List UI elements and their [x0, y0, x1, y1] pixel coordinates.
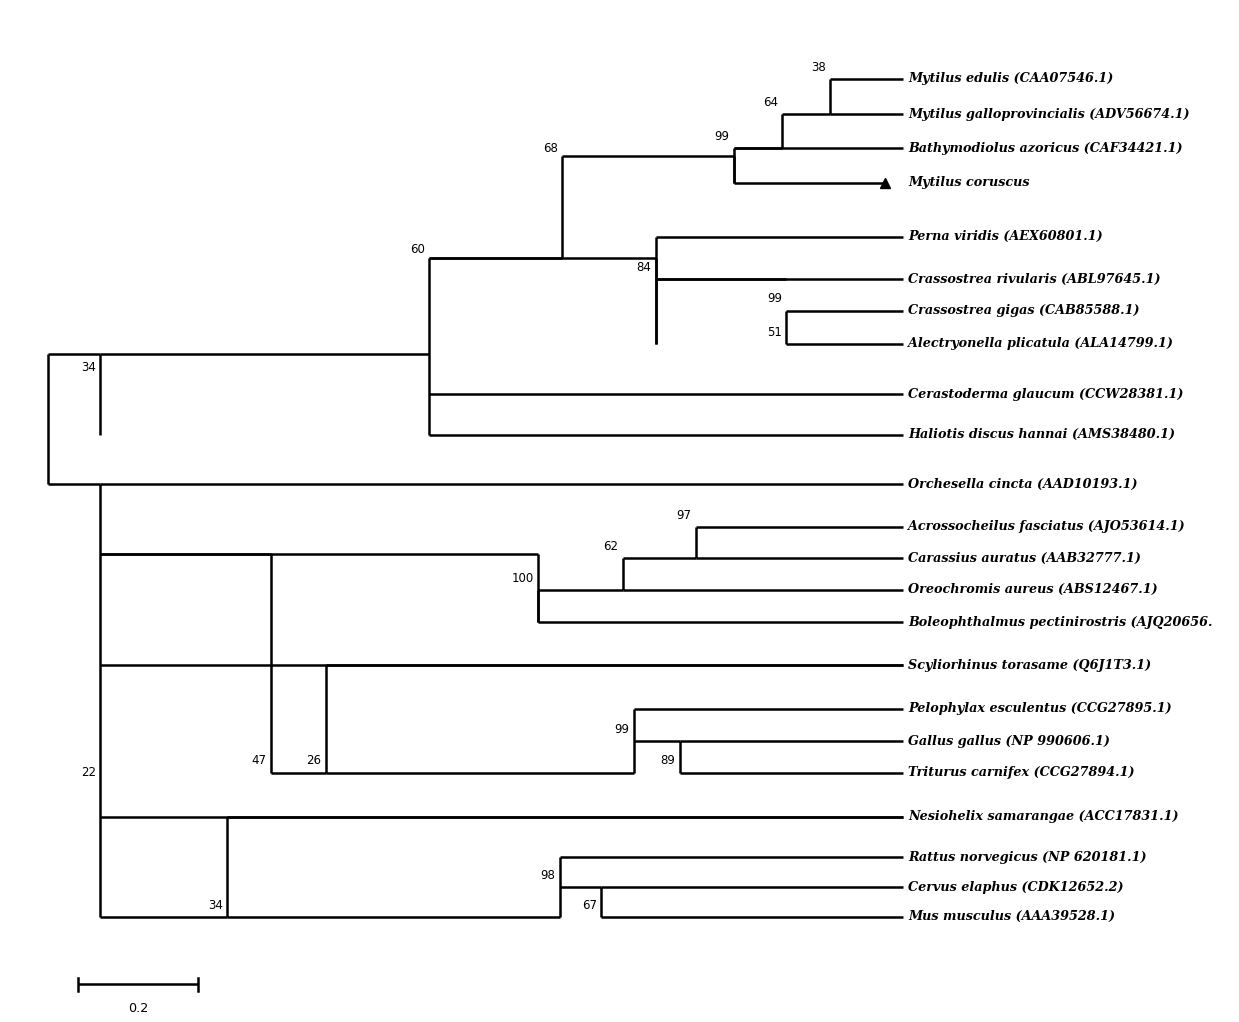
Text: 84: 84: [637, 261, 652, 274]
Text: Triturus carnifex (CCG27894.1): Triturus carnifex (CCG27894.1): [908, 766, 1135, 779]
Text: 62: 62: [603, 540, 618, 553]
Text: 34: 34: [208, 898, 223, 912]
Text: Haliotis discus hannai (AMS38480.1): Haliotis discus hannai (AMS38480.1): [908, 428, 1176, 442]
Text: Oreochromis aureus (ABS12467.1): Oreochromis aureus (ABS12467.1): [908, 584, 1158, 596]
Text: 34: 34: [81, 361, 95, 374]
Text: Mus musculus (AAA39528.1): Mus musculus (AAA39528.1): [908, 911, 1115, 923]
Text: Bathymodiolus azoricus (CAF34421.1): Bathymodiolus azoricus (CAF34421.1): [908, 142, 1183, 154]
Text: Alectryonella plicatula (ALA14799.1): Alectryonella plicatula (ALA14799.1): [908, 337, 1173, 351]
Text: Cerastoderma glaucum (CCW28381.1): Cerastoderma glaucum (CCW28381.1): [908, 387, 1183, 401]
Text: Crassostrea rivularis (ABL97645.1): Crassostrea rivularis (ABL97645.1): [908, 273, 1161, 285]
Text: 100: 100: [512, 571, 534, 585]
Text: 98: 98: [540, 869, 555, 882]
Text: 89: 89: [660, 754, 675, 768]
Text: Crassostrea gigas (CAB85588.1): Crassostrea gigas (CAB85588.1): [908, 304, 1140, 317]
Text: 99: 99: [615, 723, 629, 736]
Text: Nesiohelix samarangae (ACC17831.1): Nesiohelix samarangae (ACC17831.1): [908, 810, 1178, 824]
Text: 22: 22: [81, 766, 95, 779]
Text: Mytilus galloprovincialis (ADV56674.1): Mytilus galloprovincialis (ADV56674.1): [908, 107, 1189, 121]
Text: 99: 99: [767, 292, 782, 306]
Text: Mytilus edulis (CAA07546.1): Mytilus edulis (CAA07546.1): [908, 73, 1114, 86]
Text: 47: 47: [252, 754, 266, 768]
Text: Perna viridis (AEX60801.1): Perna viridis (AEX60801.1): [908, 230, 1103, 243]
Text: 26: 26: [306, 754, 321, 768]
Text: 99: 99: [715, 130, 730, 143]
Text: Pelophylax esculentus (CCG27895.1): Pelophylax esculentus (CCG27895.1): [908, 702, 1172, 715]
Text: 67: 67: [582, 898, 597, 912]
Text: 97: 97: [676, 509, 691, 521]
Text: Rattus norvegicus (NP 620181.1): Rattus norvegicus (NP 620181.1): [908, 851, 1147, 864]
Text: Carassius auratus (AAB32777.1): Carassius auratus (AAB32777.1): [908, 552, 1141, 565]
Text: 60: 60: [410, 243, 425, 256]
Text: 38: 38: [810, 60, 825, 74]
Text: 0.2: 0.2: [128, 1003, 149, 1016]
Text: Gallus gallus (NP 990606.1): Gallus gallus (NP 990606.1): [908, 735, 1110, 748]
Text: 64: 64: [763, 96, 778, 109]
Text: Orchesella cincta (AAD10193.1): Orchesella cincta (AAD10193.1): [908, 478, 1137, 491]
Text: Scyliorhinus torasame (Q6J1T3.1): Scyliorhinus torasame (Q6J1T3.1): [908, 659, 1151, 672]
Text: 51: 51: [767, 326, 782, 338]
Text: 68: 68: [543, 142, 558, 154]
Text: Acrossocheilus fasciatus (AJO53614.1): Acrossocheilus fasciatus (AJO53614.1): [908, 520, 1184, 533]
Text: Cervus elaphus (CDK12652.2): Cervus elaphus (CDK12652.2): [908, 881, 1124, 893]
Text: Mytilus coruscus: Mytilus coruscus: [908, 176, 1030, 189]
Text: Boleophthalmus pectinirostris (AJQ20656.: Boleophthalmus pectinirostris (AJQ20656.: [908, 615, 1213, 629]
